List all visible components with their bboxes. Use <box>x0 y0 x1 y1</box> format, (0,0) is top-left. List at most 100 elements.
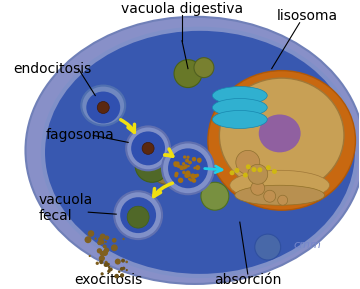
Circle shape <box>243 173 248 177</box>
Circle shape <box>183 155 186 159</box>
Circle shape <box>120 267 123 271</box>
Ellipse shape <box>208 71 355 210</box>
Circle shape <box>109 267 113 271</box>
Circle shape <box>174 174 178 177</box>
Circle shape <box>185 171 190 175</box>
Ellipse shape <box>212 87 267 105</box>
Circle shape <box>98 242 101 244</box>
Circle shape <box>178 178 183 183</box>
Circle shape <box>103 244 107 248</box>
Circle shape <box>85 236 91 243</box>
Circle shape <box>89 255 91 257</box>
Circle shape <box>108 266 111 268</box>
Circle shape <box>196 174 199 177</box>
Circle shape <box>188 177 191 180</box>
Text: fagosoma: fagosoma <box>45 128 114 142</box>
Text: lisosoma: lisosoma <box>277 9 338 23</box>
Circle shape <box>125 261 128 263</box>
Circle shape <box>114 274 119 278</box>
Ellipse shape <box>219 78 344 193</box>
Circle shape <box>127 206 149 228</box>
Circle shape <box>174 162 179 167</box>
Circle shape <box>118 271 121 273</box>
Circle shape <box>103 235 105 237</box>
Circle shape <box>99 255 105 262</box>
Text: absorción: absorción <box>214 273 282 287</box>
Circle shape <box>183 166 186 170</box>
Circle shape <box>107 270 111 273</box>
Circle shape <box>195 165 200 170</box>
Circle shape <box>100 272 104 275</box>
Circle shape <box>272 169 277 174</box>
Circle shape <box>182 162 185 165</box>
Circle shape <box>112 238 117 243</box>
Circle shape <box>176 162 180 165</box>
Circle shape <box>185 172 189 176</box>
Circle shape <box>122 267 125 270</box>
Circle shape <box>162 142 214 194</box>
Circle shape <box>179 165 184 170</box>
Circle shape <box>111 244 118 251</box>
Ellipse shape <box>43 29 357 276</box>
Circle shape <box>100 240 104 244</box>
Circle shape <box>115 259 121 265</box>
Circle shape <box>192 157 196 162</box>
Circle shape <box>251 181 265 195</box>
Circle shape <box>94 238 96 240</box>
Circle shape <box>264 190 276 202</box>
Circle shape <box>184 164 188 168</box>
Circle shape <box>105 262 109 267</box>
Circle shape <box>248 164 268 184</box>
Circle shape <box>120 197 156 233</box>
Circle shape <box>194 174 198 178</box>
Circle shape <box>234 168 239 173</box>
Text: cmm: cmm <box>294 240 321 250</box>
Circle shape <box>257 167 262 172</box>
Circle shape <box>190 173 195 179</box>
Ellipse shape <box>230 170 329 200</box>
Circle shape <box>102 250 108 256</box>
Circle shape <box>104 236 109 240</box>
Circle shape <box>278 195 288 205</box>
Circle shape <box>177 164 181 168</box>
Circle shape <box>194 58 214 78</box>
Circle shape <box>230 170 234 175</box>
Circle shape <box>191 178 196 182</box>
Circle shape <box>97 101 109 114</box>
Ellipse shape <box>26 17 360 284</box>
Circle shape <box>126 269 128 271</box>
Text: vacuola digestiva: vacuola digestiva <box>121 2 243 16</box>
Circle shape <box>174 60 202 88</box>
Circle shape <box>88 230 94 237</box>
Circle shape <box>201 182 229 210</box>
Circle shape <box>188 165 190 167</box>
Circle shape <box>236 150 260 174</box>
Ellipse shape <box>212 99 267 116</box>
Circle shape <box>186 173 191 177</box>
Circle shape <box>121 259 125 263</box>
Circle shape <box>182 171 186 174</box>
Circle shape <box>107 263 110 266</box>
Ellipse shape <box>259 114 301 152</box>
Circle shape <box>122 238 125 240</box>
Circle shape <box>96 262 99 265</box>
Circle shape <box>97 240 102 245</box>
Text: endocitosis: endocitosis <box>13 62 91 76</box>
Circle shape <box>185 159 189 163</box>
Circle shape <box>100 256 105 260</box>
Circle shape <box>105 241 107 243</box>
Circle shape <box>192 179 196 183</box>
Ellipse shape <box>212 110 267 128</box>
Circle shape <box>168 148 208 188</box>
Circle shape <box>104 247 109 253</box>
Ellipse shape <box>86 92 120 123</box>
Circle shape <box>174 161 177 166</box>
Circle shape <box>188 161 192 164</box>
Circle shape <box>152 156 180 184</box>
Circle shape <box>197 158 202 162</box>
Ellipse shape <box>235 185 325 205</box>
Circle shape <box>255 234 281 260</box>
Circle shape <box>104 261 108 264</box>
Circle shape <box>198 159 201 163</box>
Circle shape <box>126 127 170 170</box>
